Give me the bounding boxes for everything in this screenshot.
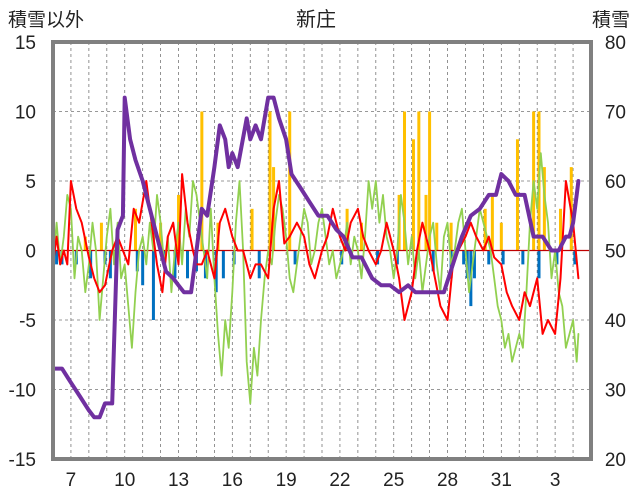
wind-line xyxy=(52,152,580,405)
left-tick-label: 0 xyxy=(25,242,36,263)
right-tick-label: 50 xyxy=(605,242,626,263)
sun-bar xyxy=(141,250,145,286)
precip-bar xyxy=(359,222,363,251)
sun-bar xyxy=(221,250,225,279)
right-tick-label: 40 xyxy=(605,311,626,332)
left-tick-label: -10 xyxy=(9,381,36,402)
plot-frame xyxy=(51,40,593,461)
plot-area: -15 -10 -5 0 5 10 15 20 30 40 50 60 70 80 7 10 13 16 19 22 2… xyxy=(9,33,626,491)
precip-bar xyxy=(268,111,272,251)
precip-bar xyxy=(402,111,406,251)
x-tick-label: 28 xyxy=(437,470,458,491)
precip-bar xyxy=(133,208,137,251)
sun-bar xyxy=(135,250,139,272)
x-tick-label: 22 xyxy=(329,470,350,491)
x-tick-label: 31 xyxy=(491,470,512,491)
precip-bar xyxy=(435,222,439,251)
sun-bar xyxy=(462,250,466,265)
precip-bar xyxy=(424,194,428,251)
snow-line xyxy=(51,95,581,420)
sun-bar xyxy=(555,250,559,265)
precip-bar xyxy=(159,222,163,251)
right-tick-label: 80 xyxy=(605,33,626,54)
precip-bar xyxy=(428,111,432,251)
right-axis-label: 積雪 xyxy=(592,9,630,31)
precip-bar xyxy=(411,139,415,251)
sun-bar xyxy=(521,250,525,265)
left-tick-label: -15 xyxy=(9,450,36,471)
left-axis-label: 積雪以外 xyxy=(8,9,84,31)
sun-bar xyxy=(214,250,218,293)
x-tick-label: 16 xyxy=(222,470,243,491)
sun-bar xyxy=(108,250,112,279)
sun-bar xyxy=(186,250,189,279)
precip-bar xyxy=(449,222,453,251)
right-tick-label: 30 xyxy=(605,381,626,402)
right-tick-label: 70 xyxy=(605,103,626,124)
precip-bar xyxy=(490,194,494,251)
precip-bar xyxy=(559,208,563,251)
x-tick-label: 19 xyxy=(276,470,297,491)
precip-bar xyxy=(542,167,546,251)
sun-bar xyxy=(537,250,541,279)
precip-bar xyxy=(417,111,421,251)
precip-bar xyxy=(99,222,103,251)
sun-bar xyxy=(431,250,435,272)
precip-bar xyxy=(288,111,292,251)
left-tick-label: -5 xyxy=(19,311,36,332)
sun-bar xyxy=(151,250,155,320)
sun-bar xyxy=(293,250,297,265)
left-tick-label: 5 xyxy=(25,172,36,193)
x-tick-label: 10 xyxy=(114,470,135,491)
sun-bar xyxy=(573,250,577,265)
right-tick-label: 20 xyxy=(605,450,626,471)
x-tick-label: 7 xyxy=(66,470,77,491)
precip-bar xyxy=(250,208,254,251)
precip-bar xyxy=(200,111,204,251)
sun-bar xyxy=(501,250,505,265)
precip-bar xyxy=(499,222,503,251)
sun-bar xyxy=(173,250,177,279)
sun-bar xyxy=(472,250,476,279)
temp-line xyxy=(52,173,580,335)
sun-bar xyxy=(487,250,491,265)
right-tick-label: 60 xyxy=(605,172,626,193)
sun-bar xyxy=(395,250,399,265)
chart-title: 新庄 xyxy=(296,8,336,31)
x-tick-label: 25 xyxy=(383,470,404,491)
left-tick-label: 15 xyxy=(15,33,36,54)
sun-bar xyxy=(55,250,59,265)
left-tick-label: 10 xyxy=(15,103,36,124)
x-tick-label: 3 xyxy=(550,470,561,491)
x-tick-label: 13 xyxy=(168,470,189,491)
